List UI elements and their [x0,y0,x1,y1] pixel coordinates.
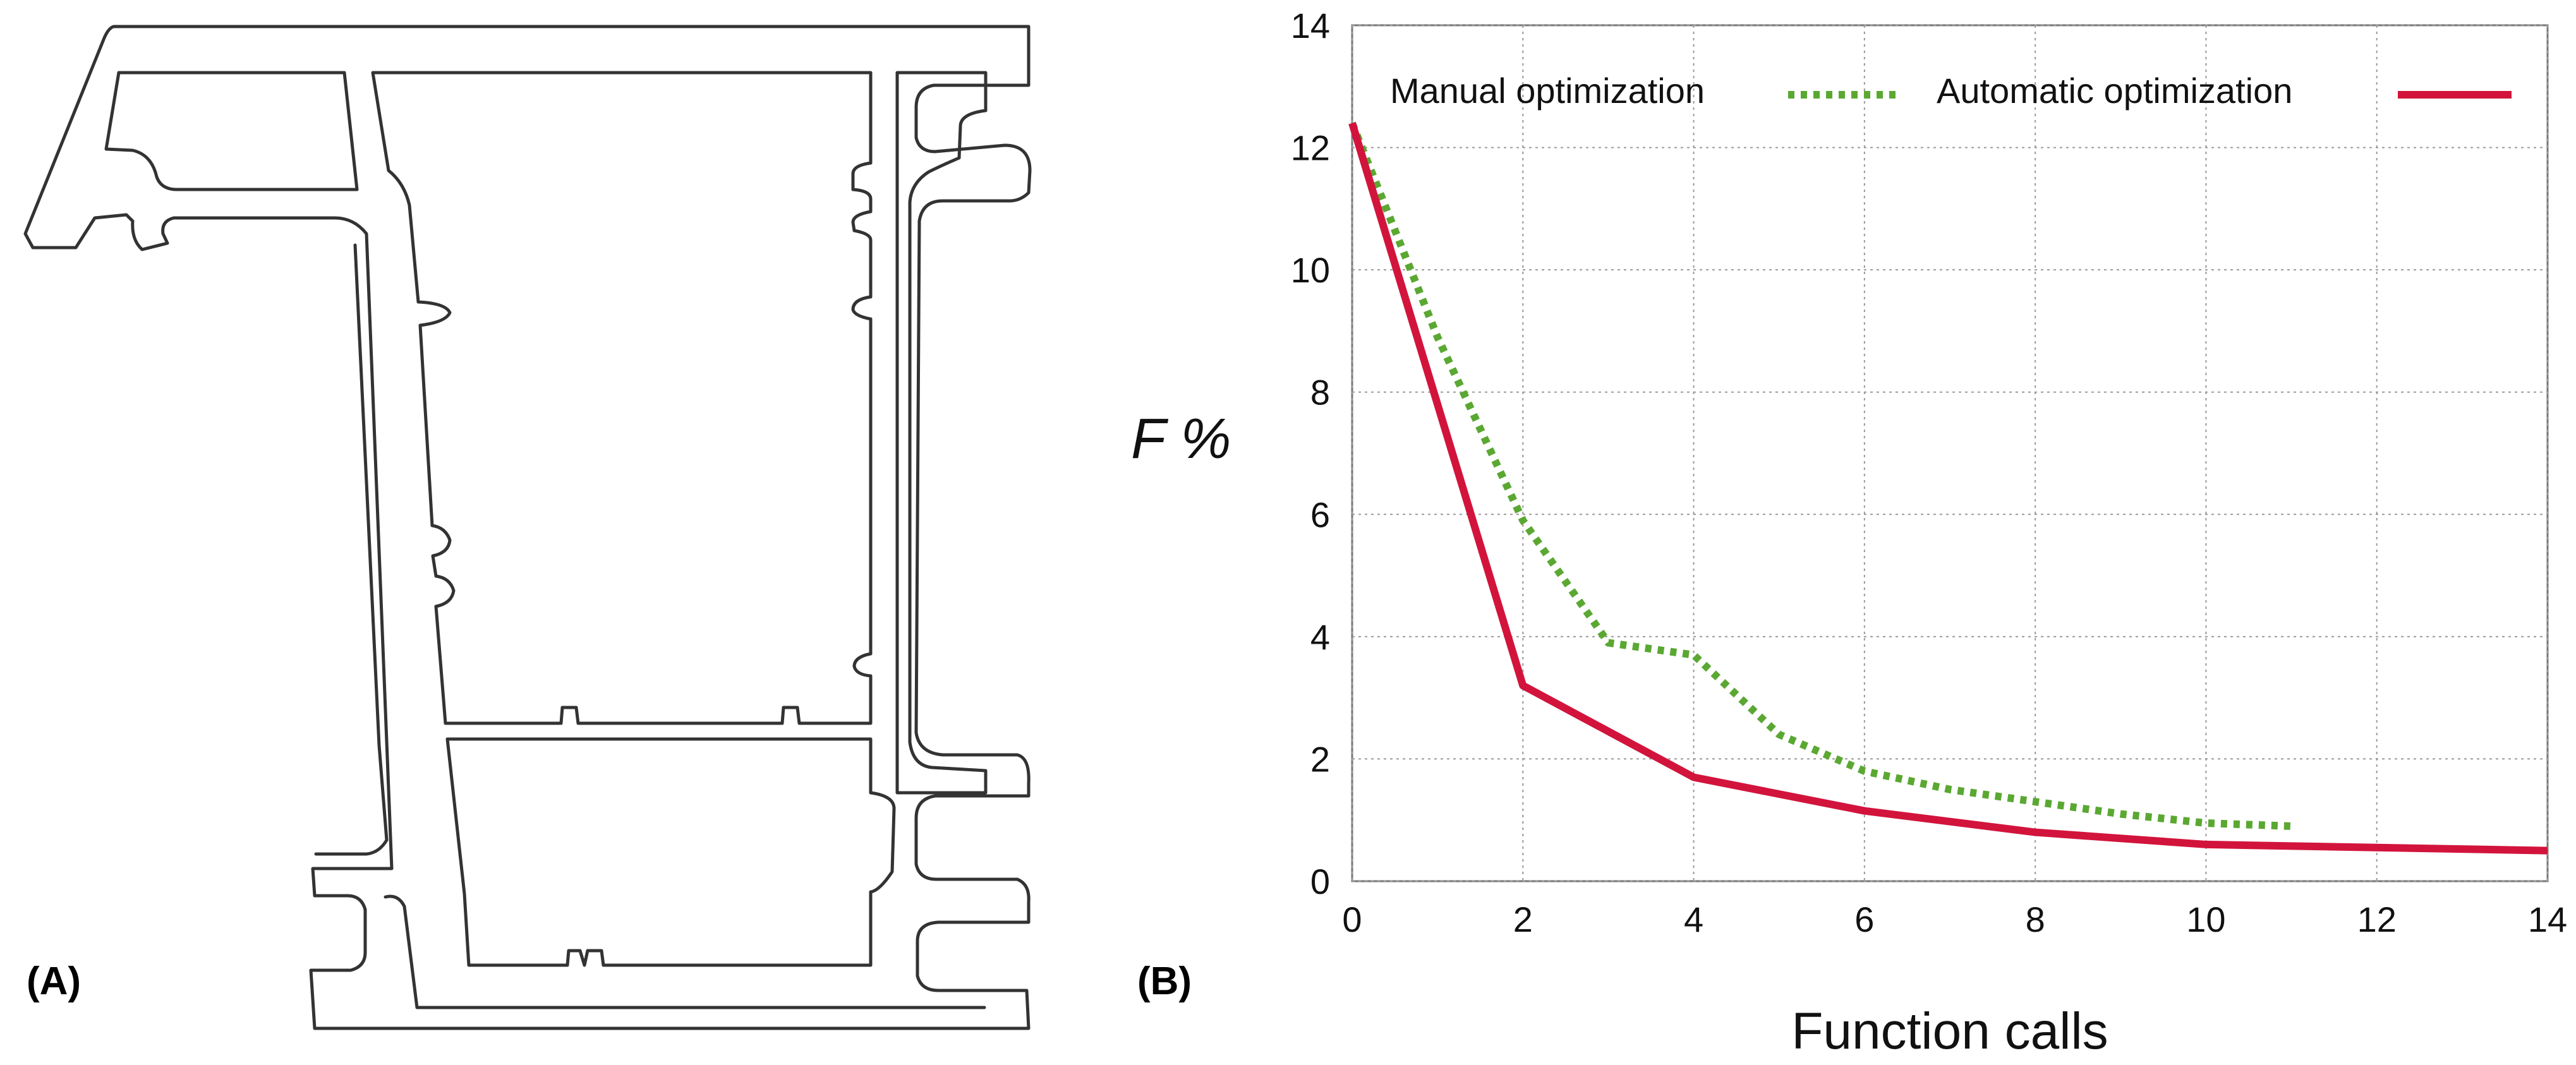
y-tick-label: 10 [1291,250,1330,290]
series-group [1348,121,2548,855]
panel-label-a: (A) [27,960,81,1003]
plot-area [1351,24,2549,882]
x-axis-label: Function calls [1791,1002,2108,1060]
x-tick-label: 10 [2186,900,2225,939]
x-tick-label: 2 [1513,900,1533,939]
panel-label-b: (B) [1137,960,1192,1003]
x-tick-label: 12 [2357,900,2397,939]
y-tick-labels: 0 2 4 6 8 10 12 14 [1291,6,1330,901]
series-line-manual [1348,121,2292,830]
legend-label-manual: Manual optimization [1390,71,1705,111]
profile-outer-contour [23,25,1032,1030]
y-axis-label: F % [1131,407,1231,471]
y-tick-label: 6 [1310,495,1330,534]
x-tick-label: 14 [2528,900,2567,939]
profile-wall-left [314,243,389,856]
y-tick-label: 2 [1310,739,1330,779]
profile-drawing [23,25,1032,1030]
legend-label-automatic: Automatic optimization [1937,71,2292,111]
x-tick-label: 6 [1854,900,1874,939]
profile-lip-bottom [384,894,986,1009]
series-line-automatic [1348,122,2548,855]
x-tick-label: 0 [1342,900,1362,939]
profile-chamber-lower [445,737,896,967]
y-tick-label: 4 [1310,617,1330,657]
y-tick-label: 8 [1310,373,1330,412]
x-tick-label: 4 [1684,900,1703,939]
y-tick-label: 12 [1291,128,1330,168]
legend: Manual optimization Automatic optimizati… [1390,71,2512,111]
chart: 0 2 4 6 8 10 12 14 0 2 4 6 8 10 12 14 Manual optimizat… [1131,6,2567,1060]
x-tick-label: 8 [2026,900,2045,939]
x-tick-labels: 0 2 4 6 8 10 12 14 [1342,900,2567,939]
profile-chamber-main [371,71,873,725]
profile-chamber-top-left [104,71,359,191]
profile-channel-right [895,71,988,795]
y-tick-label: 0 [1310,862,1330,901]
y-tick-label: 14 [1291,6,1330,45]
